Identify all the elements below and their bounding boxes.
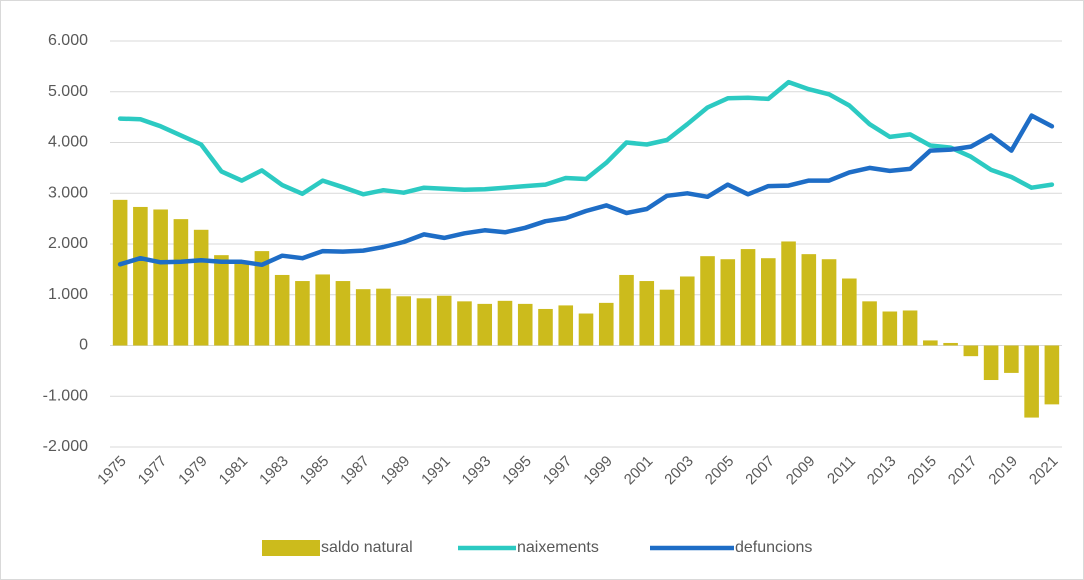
bar [963,345,979,357]
bar [254,251,270,346]
bar [315,274,330,346]
bar [801,254,817,346]
bar [882,311,898,346]
legend: saldo natural naixements defuncions [262,539,812,556]
legend-swatch [262,540,320,556]
bar [1004,345,1019,373]
y-tick-label: 3.000 [48,184,88,201]
bar [558,305,574,346]
y-tick-label: 0 [79,337,88,354]
bars [112,199,1060,418]
y-tick-label: 2.000 [48,235,88,252]
legend-label: naixements [517,539,599,556]
y-tick-label: -2.000 [43,438,88,455]
legend-label: defuncions [735,539,812,556]
bar [679,276,695,346]
bar [902,310,918,346]
bar [761,258,776,346]
bar [234,262,249,346]
grid [110,40,1062,448]
bar [720,259,736,346]
bar [1024,345,1039,418]
bar [274,274,290,346]
lines [117,79,1055,268]
bar [173,219,189,346]
bar [862,301,877,346]
legend-label: saldo natural [321,539,413,556]
bar [112,199,128,346]
bar [193,229,209,346]
bar [578,313,594,346]
bar [740,249,756,346]
bar [538,308,553,346]
y-tick-label: 6.000 [48,32,88,49]
bar [295,281,310,346]
bar [821,259,837,346]
bar [619,274,634,346]
line [117,79,1055,197]
bar [133,206,148,346]
bar [639,281,655,346]
bar [781,241,796,346]
bar [214,255,229,346]
bar [659,289,675,346]
y-tick-label: 4.000 [48,134,88,151]
y-tick-label: -1.000 [43,387,88,404]
bar [842,278,857,346]
y-tick-label: 5.000 [48,83,88,100]
bar [335,281,351,346]
y-tick-label: 1.000 [48,286,88,303]
bar [376,288,391,346]
bar [598,302,614,346]
bar [517,303,533,346]
line [117,113,1055,268]
bar [983,345,999,381]
bar [355,289,371,346]
bar [153,209,168,346]
bar [923,340,938,346]
bar [477,303,493,346]
bar [943,342,958,346]
bar [436,295,452,346]
bar [416,298,432,346]
bar [396,296,411,346]
bar [497,300,513,346]
bar [700,256,715,346]
bar [457,301,472,346]
bar [1044,345,1060,405]
